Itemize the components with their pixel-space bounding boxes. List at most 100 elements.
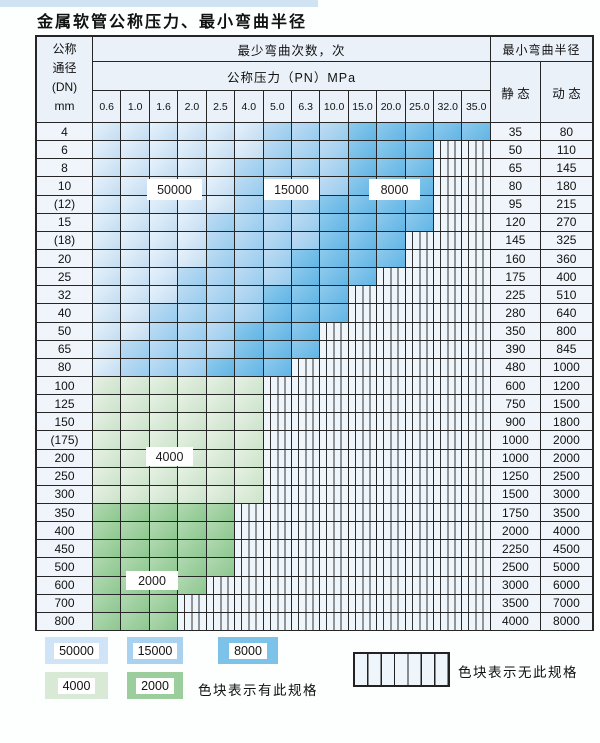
no-spec-cell	[405, 467, 435, 485]
no-spec-cell	[320, 322, 349, 340]
no-spec-cell	[377, 503, 406, 522]
spec-cell	[93, 431, 122, 449]
dn-cell: 150	[37, 413, 93, 431]
band-label-8000: 8000	[369, 179, 420, 200]
spec-cell	[149, 268, 179, 286]
dn-header-line: mm	[54, 99, 75, 113]
legend-no-spec-swatch	[353, 652, 450, 687]
table-row: 32 225 510	[37, 286, 592, 305]
spec-cell	[377, 231, 406, 249]
spec-cell	[206, 249, 236, 268]
no-spec-cell	[235, 612, 264, 630]
no-spec-cell	[434, 340, 463, 358]
no-spec-cell	[291, 540, 321, 558]
spec-cell	[149, 141, 179, 159]
spec-cell	[93, 249, 122, 268]
spec-cell	[178, 141, 207, 159]
pressure-tick: 5.0	[264, 91, 292, 122]
spec-cell	[93, 340, 122, 358]
no-spec-cell	[263, 431, 292, 449]
dn-cell: 600	[37, 576, 93, 594]
pressure-tick: 0.6	[93, 91, 122, 122]
spec-cell	[121, 485, 150, 503]
static-radius-cell: 225	[490, 286, 541, 304]
no-spec-cell	[377, 485, 406, 503]
dn-cell: 500	[37, 558, 93, 576]
spec-cell	[348, 249, 378, 268]
no-spec-cell	[434, 268, 463, 286]
no-spec-cell	[434, 213, 463, 231]
no-spec-cell	[263, 612, 292, 630]
pressure-tick: 1.6	[150, 91, 179, 122]
no-spec-cell	[348, 540, 378, 558]
spec-cell	[235, 123, 264, 141]
no-spec-cell	[348, 304, 378, 322]
spec-cell	[235, 213, 264, 231]
legend-no-spec-text: 色块表示无此规格	[458, 665, 578, 680]
no-spec-cell	[377, 340, 406, 358]
table-row: 250 1250 2500	[37, 467, 592, 486]
static-radius-cell: 80	[490, 177, 541, 195]
static-radius-cell: 1750	[490, 503, 541, 522]
spec-cell	[149, 376, 179, 395]
no-spec-cell	[206, 594, 236, 612]
no-spec-cell	[235, 558, 264, 576]
dn-cell: 200	[37, 449, 93, 467]
no-spec-cell	[348, 449, 378, 467]
dn-header-line: 公称	[52, 42, 77, 56]
no-spec-cell	[405, 340, 435, 358]
no-spec-cell	[434, 286, 463, 304]
no-spec-cell	[462, 159, 491, 177]
spec-cell	[149, 540, 179, 558]
no-spec-cell	[462, 558, 491, 576]
no-spec-cell	[434, 141, 463, 159]
spec-cell	[121, 195, 150, 213]
spec-cell	[121, 522, 150, 540]
spec-cell	[235, 322, 264, 340]
dynamic-radius-cell: 3500	[540, 503, 592, 522]
no-spec-cell	[405, 322, 435, 340]
spec-cell	[149, 322, 179, 340]
dynamic-radius-cell: 2000	[540, 449, 592, 467]
no-spec-cell	[462, 576, 491, 594]
spec-cell	[93, 322, 122, 340]
no-spec-cell	[348, 376, 378, 395]
no-spec-cell	[377, 540, 406, 558]
spec-cell	[121, 249, 150, 268]
table-row: 150 900 1800	[37, 413, 592, 432]
spec-cell	[235, 413, 264, 431]
no-spec-cell	[291, 594, 321, 612]
no-spec-cell	[377, 431, 406, 449]
no-spec-cell	[462, 395, 491, 413]
no-spec-cell	[263, 376, 292, 395]
spec-cell	[206, 522, 236, 540]
spec-cell	[235, 159, 264, 177]
table-row: 50 350 800	[37, 322, 592, 341]
spec-cell	[206, 395, 236, 413]
spec-cell	[178, 322, 207, 340]
spec-cell	[377, 141, 406, 159]
spec-cell	[235, 395, 264, 413]
no-spec-cell	[348, 576, 378, 594]
spec-cell	[178, 376, 207, 395]
no-spec-cell	[434, 540, 463, 558]
spec-cell	[320, 141, 349, 159]
no-spec-cell	[235, 503, 264, 522]
dynamic-radius-cell: 215	[540, 195, 592, 213]
spec-cell	[93, 576, 122, 594]
static-header: 静 态	[491, 62, 541, 122]
spec-cell	[263, 340, 292, 358]
spec-cell	[405, 141, 435, 159]
spec-cell	[149, 413, 179, 431]
spec-cell	[149, 340, 179, 358]
bend-cycles-header: 最少弯曲次数，次 公称压力（PN）MPa 0.6 1.0 1.6 2.0 2.5 4.0 5…	[93, 37, 491, 122]
no-spec-cell	[434, 395, 463, 413]
spec-cell	[149, 304, 179, 322]
pressure-label: 公称压力（PN）MPa	[93, 62, 490, 91]
table-row: 125 750 1500	[37, 395, 592, 414]
spec-cell	[405, 159, 435, 177]
static-radius-cell: 2250	[490, 540, 541, 558]
no-spec-cell	[320, 431, 349, 449]
spec-cell	[405, 123, 435, 141]
no-spec-cell	[405, 286, 435, 304]
